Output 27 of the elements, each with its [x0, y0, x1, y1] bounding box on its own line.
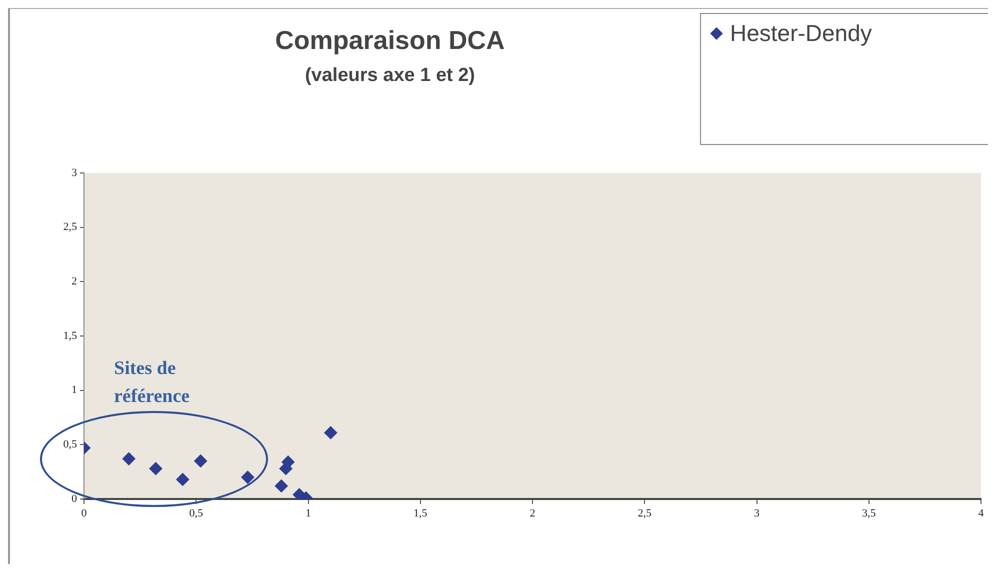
y-tick-label: 0,5 [63, 438, 78, 451]
x-tick-label: 1,5 [414, 507, 428, 520]
y-tick-label: 0 [72, 492, 78, 505]
y-tick-label: 1 [72, 384, 77, 396]
point [274, 479, 288, 492]
x-tick-label: 3 [754, 507, 760, 520]
y-tick-label: 3 [72, 166, 78, 179]
annotation: Sites de référence [114, 357, 191, 409]
y-tick-label: 2 [72, 276, 77, 288]
x-tick-label: 0,5 [189, 507, 204, 520]
x-tick-label: 2 [530, 507, 536, 520]
y-tick-label: 2,5 [63, 221, 78, 234]
x-tick-label: 1 [306, 507, 311, 520]
x-tick-label: 2,5 [638, 507, 652, 520]
point [324, 426, 338, 440]
y-tick-label: 1,5 [63, 330, 78, 342]
point [194, 454, 208, 468]
x-tick-label: 4 [978, 507, 984, 520]
x-tick-label: 3,5 [862, 507, 876, 520]
x-tick-label: 0 [81, 507, 88, 520]
point [149, 462, 162, 476]
chart-subtitle: (valeurs axe 1 et 2) [304, 65, 476, 87]
point [122, 452, 136, 466]
point [176, 472, 190, 486]
chart-title: Comparaison DCA [274, 25, 506, 56]
legend-label: Hester-Dendy [730, 20, 872, 47]
point [241, 470, 254, 484]
